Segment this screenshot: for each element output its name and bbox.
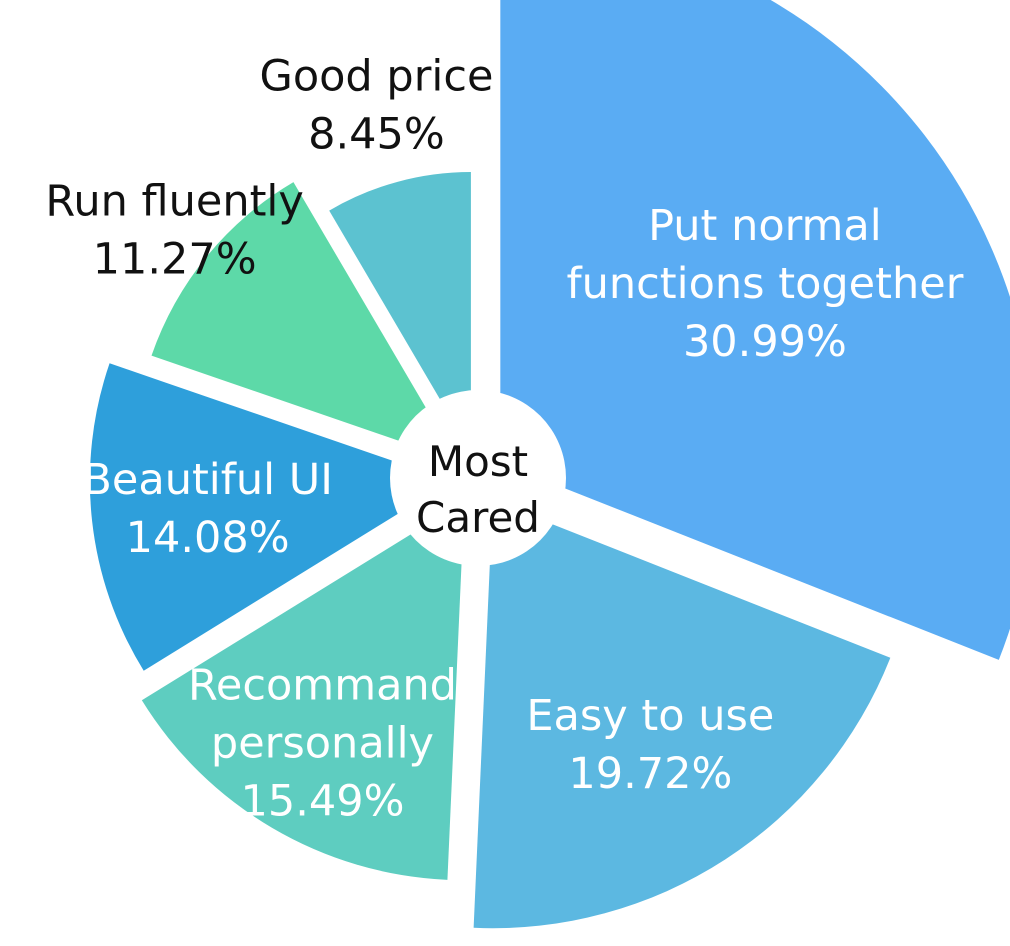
label-easy-to-use: Easy to use 19.72%	[526, 691, 774, 799]
label-recommand-personally: Recommand personally 15.49%	[188, 661, 457, 827]
label-good-price: Good price 8.45%	[260, 52, 494, 160]
slice-beautiful-ui[interactable]	[89, 363, 452, 671]
label-put-normal-functions-together: Put normal functions together 30.99%	[566, 201, 963, 367]
slice-good-price[interactable]	[329, 172, 471, 452]
center-label: Most Cared	[416, 437, 540, 542]
label-run-fluently: Run fluently 11.27%	[45, 177, 303, 285]
slice-recommand-personally[interactable]	[141, 501, 465, 880]
slice-easy-to-use[interactable]	[473, 500, 891, 929]
slice-run-fluently[interactable]	[151, 182, 458, 461]
label-beautiful-ui: Beautiful UI 14.08%	[82, 455, 333, 563]
slice-put-normal-functions-together[interactable]	[500, 0, 1010, 660]
center-hole	[390, 390, 566, 566]
